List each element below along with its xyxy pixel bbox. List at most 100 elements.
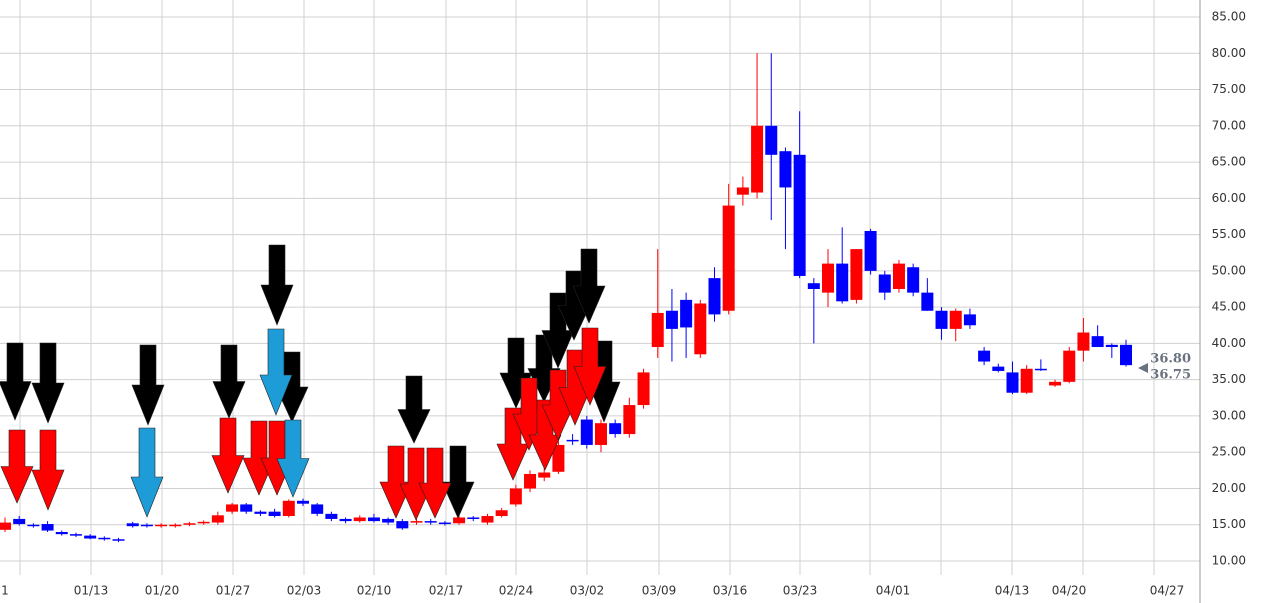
y-tick-label: 75.00 xyxy=(1212,82,1246,96)
candle-body xyxy=(296,500,309,504)
y-tick-label: 35.00 xyxy=(1212,372,1246,386)
x-tick-label: 02/03 xyxy=(287,584,322,598)
y-tick-label: 50.00 xyxy=(1212,263,1246,277)
y-tick-label: 85.00 xyxy=(1212,10,1246,24)
candle-body xyxy=(637,372,650,406)
candle-body xyxy=(623,405,636,435)
candle-body xyxy=(367,517,380,522)
candle-body xyxy=(878,274,891,293)
candle-body xyxy=(311,504,324,514)
x-tick-label: 02/17 xyxy=(429,584,464,598)
y-tick-label: 20.00 xyxy=(1212,481,1246,495)
candle-body xyxy=(651,312,664,348)
candle-body xyxy=(907,267,920,293)
candle-body xyxy=(722,205,735,311)
x-tick-label: 03/09 xyxy=(642,584,677,598)
x-tick-label: 04/27 xyxy=(1150,584,1185,598)
arrow xyxy=(211,417,245,494)
candle-body xyxy=(1034,368,1047,371)
candle-body xyxy=(211,515,224,523)
arrow xyxy=(399,447,433,521)
candle-body xyxy=(736,187,749,195)
last-price: 36.80 xyxy=(1150,352,1191,367)
candle-body xyxy=(98,537,111,540)
candle-body xyxy=(140,524,153,527)
candle-body xyxy=(1120,344,1133,366)
candle-body xyxy=(822,263,835,293)
candle-body xyxy=(1063,350,1076,382)
candle-body xyxy=(197,521,210,524)
x-tick-label: 1 xyxy=(1,584,9,598)
candle-body xyxy=(126,523,139,527)
candle-body xyxy=(609,423,622,435)
candle-body xyxy=(935,310,948,329)
candle-body xyxy=(708,278,721,315)
candle-body xyxy=(282,500,295,517)
candle-body xyxy=(751,125,764,193)
arrow xyxy=(242,420,276,496)
x-tick-label: 02/24 xyxy=(499,584,534,598)
candle-body xyxy=(155,524,168,527)
y-tick-label: 80.00 xyxy=(1212,46,1246,60)
candle-body xyxy=(779,151,792,188)
arrow xyxy=(259,328,293,416)
candle-body xyxy=(240,504,253,512)
x-tick-label: 01/27 xyxy=(216,584,251,598)
signal-arrows xyxy=(0,244,621,521)
candle-body xyxy=(552,444,565,472)
x-tick-label: 03/16 xyxy=(713,584,748,598)
candle-body xyxy=(353,517,366,522)
arrow xyxy=(379,445,413,519)
candle-body xyxy=(69,534,82,536)
candle-body xyxy=(55,531,68,535)
candle-body xyxy=(1049,381,1062,386)
candle-body xyxy=(807,283,820,289)
candle-body xyxy=(1006,372,1019,393)
candle-body xyxy=(410,521,423,523)
arrow xyxy=(418,447,452,519)
candle-body xyxy=(963,314,976,326)
candle-body xyxy=(566,439,579,442)
arrow xyxy=(31,429,65,511)
y-tick-label: 60.00 xyxy=(1212,191,1246,205)
candle-body xyxy=(594,423,607,445)
x-tick-label: 04/01 xyxy=(876,584,911,598)
y-tick-label: 55.00 xyxy=(1212,227,1246,241)
y-tick-label: 70.00 xyxy=(1212,118,1246,132)
candle-body xyxy=(325,513,338,519)
x-tick-label: 03/23 xyxy=(783,584,818,598)
candle-body xyxy=(183,523,196,525)
candle-body xyxy=(921,292,934,311)
x-tick-label: 04/13 xyxy=(995,584,1030,598)
arrow xyxy=(0,342,32,421)
candle-body xyxy=(665,310,678,329)
y-tick-label: 40.00 xyxy=(1212,336,1246,350)
candle-body xyxy=(268,511,281,517)
x-tick-label: 04/20 xyxy=(1052,584,1087,598)
x-tick-label: 03/02 xyxy=(570,584,605,598)
candle-body xyxy=(580,419,593,445)
candle-body xyxy=(509,488,522,505)
arrow xyxy=(276,419,310,498)
arrow xyxy=(260,244,294,326)
candle-body xyxy=(978,350,991,362)
arrow xyxy=(397,375,431,444)
candle-body xyxy=(254,511,267,514)
candle-body xyxy=(453,517,466,524)
arrow xyxy=(0,429,34,504)
candle-body xyxy=(1105,344,1118,348)
candle-body xyxy=(538,472,551,478)
candle-body xyxy=(169,524,182,527)
candle-body xyxy=(694,303,707,355)
candle-body xyxy=(27,524,40,527)
y-tick-label: 25.00 xyxy=(1212,445,1246,459)
candle-body xyxy=(765,125,778,155)
candle-body xyxy=(226,504,239,512)
candle-body xyxy=(339,518,352,522)
candle-body xyxy=(112,539,125,541)
price-marker xyxy=(1138,363,1148,373)
last-price: 36.75 xyxy=(1150,368,1191,383)
candle-body xyxy=(524,473,537,489)
